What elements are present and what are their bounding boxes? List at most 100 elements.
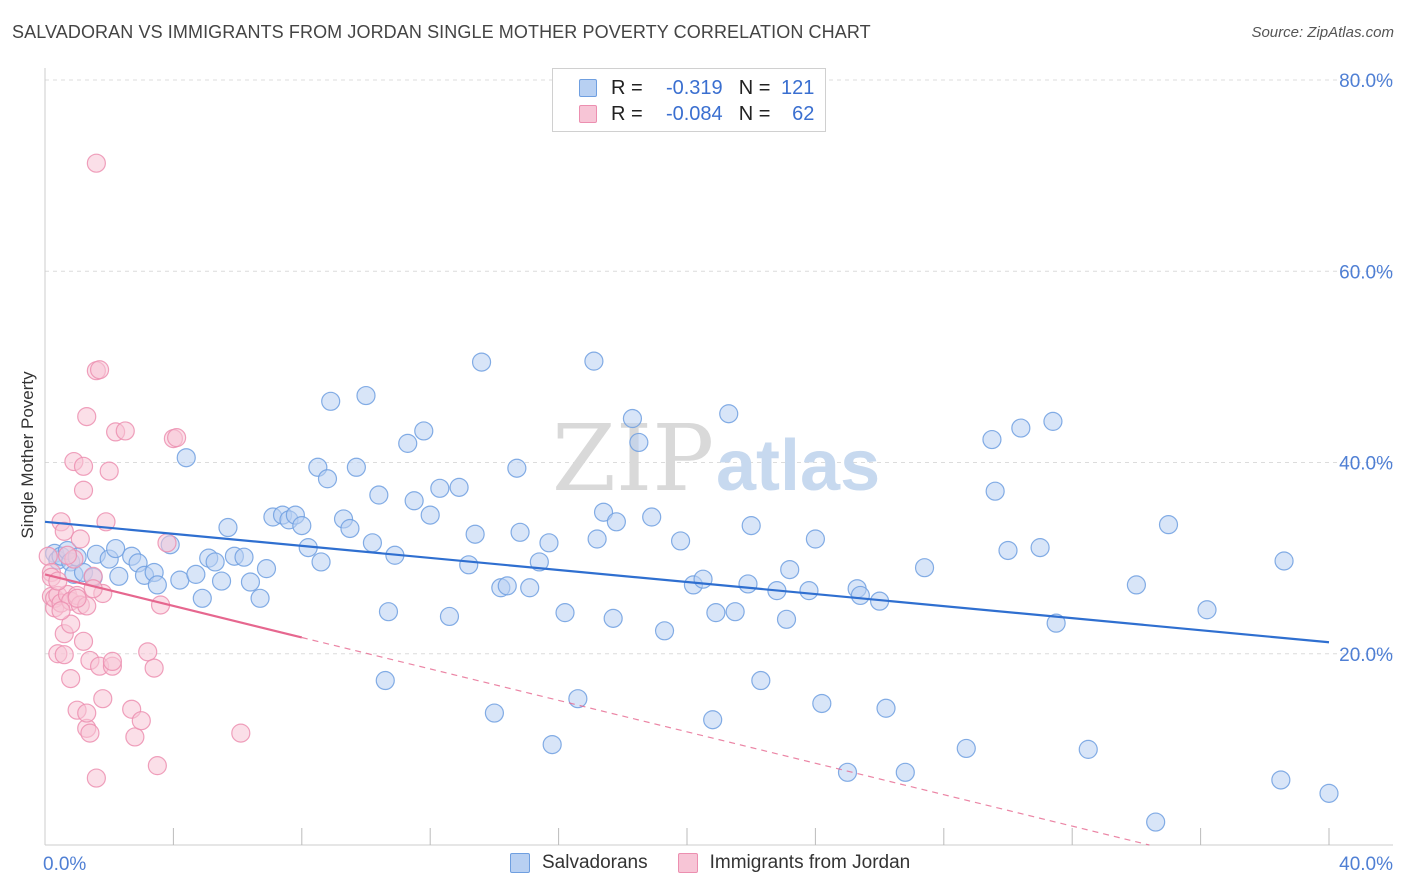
jordan-points xyxy=(38,153,251,788)
jordan-point xyxy=(77,407,97,427)
trend-lines xyxy=(44,520,1330,846)
salvadorans-point xyxy=(346,457,366,477)
jordan-point xyxy=(147,756,167,776)
salvadorans-point xyxy=(622,408,643,429)
salvadorans-point xyxy=(603,608,623,628)
jordan-trend-extension xyxy=(301,636,1150,846)
salvadorans-point xyxy=(1011,418,1031,438)
x-tick-label: 40.0% xyxy=(1339,854,1393,875)
salvadorans-point xyxy=(1319,783,1339,803)
jordan-trend-line xyxy=(44,573,303,639)
salvadorans-point xyxy=(369,485,389,505)
jordan-point xyxy=(77,703,97,723)
salvadorans-point xyxy=(256,559,277,579)
jordan-point xyxy=(125,727,145,747)
correlation-legend: R = -0.319 N = 121 R = -0.084 N = 62 xyxy=(552,68,826,132)
jordan-point xyxy=(54,521,74,541)
chart-title: SALVADORAN VS IMMIGRANTS FROM JORDAN SIN… xyxy=(12,22,871,42)
salvadorans-point xyxy=(420,505,440,525)
jordan-point xyxy=(70,529,90,549)
salvadorans-point xyxy=(982,429,1002,450)
salvadorans-point xyxy=(520,578,540,598)
jordan-point xyxy=(99,461,119,481)
salvadorans-point xyxy=(497,576,517,596)
salvadorans-point xyxy=(805,529,826,549)
series-legend: Salvadorans Immigrants from Jordan xyxy=(510,852,940,874)
salvadorans-point xyxy=(507,458,527,478)
jordan-point xyxy=(73,456,94,476)
jordan-point xyxy=(157,533,177,553)
salvadorans-point xyxy=(311,552,331,572)
legend-item-salvadorans: Salvadorans xyxy=(510,852,648,874)
salvadorans-point xyxy=(1046,613,1066,633)
salvadorans-point xyxy=(985,481,1005,501)
salvadorans-point xyxy=(404,491,424,511)
salvadorans-trend-line xyxy=(44,520,1330,644)
salvadorans-point xyxy=(1146,812,1166,832)
salvadorans-point xyxy=(1078,739,1098,759)
salvadorans-point xyxy=(510,522,530,542)
salvadorans-point xyxy=(106,538,126,559)
y-tick-label: 80.0% xyxy=(1339,71,1393,92)
salvadorans-point xyxy=(751,670,771,691)
jordan-point xyxy=(51,601,71,621)
salvadorans-point xyxy=(218,517,238,538)
salvadorans-point xyxy=(606,512,626,532)
jordan-point xyxy=(144,658,164,678)
salvadorans-point xyxy=(459,555,479,575)
salvadorans-point xyxy=(1030,538,1050,558)
jordan-point xyxy=(61,614,81,634)
salvadorans-point xyxy=(192,588,212,608)
legend-r-label: R = xyxy=(611,102,643,125)
legend-item-jordan: Immigrants from Jordan xyxy=(677,852,910,874)
salvadorans-point xyxy=(568,689,588,709)
salvadorans-point xyxy=(414,421,434,441)
salvadorans-point xyxy=(378,602,399,622)
legend-n-value: 62 xyxy=(792,102,815,125)
salvadorans-point xyxy=(914,558,935,578)
watermark: ZIP atlas xyxy=(552,405,880,512)
jordan-point xyxy=(57,545,78,565)
salvadorans-point xyxy=(776,609,797,629)
jordan-point xyxy=(48,571,68,591)
legend-swatch-salvadorans xyxy=(510,853,530,873)
legend-r-value: -0.084 xyxy=(665,102,723,125)
legend-row-salvadorans: R = -0.319 N = 121 xyxy=(579,76,814,100)
salvadorans-point xyxy=(240,572,261,592)
jordan-point xyxy=(89,360,110,380)
salvadorans-point xyxy=(170,570,190,590)
legend-swatch-jordan xyxy=(579,105,597,123)
salvadorans-point xyxy=(741,516,761,536)
salvadorans-point xyxy=(317,469,338,489)
jordan-point xyxy=(231,723,251,743)
legend-label-salvadorans: Salvadorans xyxy=(542,852,648,873)
salvadorans-point xyxy=(1043,411,1063,431)
x-tick-label: 0.0% xyxy=(43,854,86,875)
salvadorans-point xyxy=(706,603,726,623)
legend-r-value: -0.319 xyxy=(665,76,723,99)
y-tick-label: 60.0% xyxy=(1339,262,1393,283)
jordan-point xyxy=(61,669,81,689)
salvadorans-point xyxy=(234,547,254,567)
legend-n-label: N = xyxy=(738,102,771,125)
salvadorans-point xyxy=(430,478,450,498)
salvadorans-point xyxy=(587,529,607,549)
salvadorans-point xyxy=(725,602,745,622)
y-axis-label: Single Mother Poverty xyxy=(18,371,37,539)
salvadorans-point xyxy=(1271,770,1291,790)
salvadorans-point xyxy=(292,516,312,536)
salvadorans-point xyxy=(629,432,649,453)
legend-n-label: N = xyxy=(738,76,771,99)
salvadorans-point xyxy=(321,391,341,411)
salvadorans-point xyxy=(812,693,832,714)
jordan-point xyxy=(138,642,158,662)
jordan-point xyxy=(38,546,58,566)
salvadorans-point xyxy=(356,385,376,406)
tick-labels: 20.0% 40.0% 60.0% 80.0% 0.0% 40.0% xyxy=(43,71,1393,875)
salvadorans-point xyxy=(465,524,485,544)
salvadorans-point xyxy=(449,477,469,497)
salvadorans-point xyxy=(642,507,662,527)
salvadorans-point xyxy=(362,533,383,553)
salvadorans-point xyxy=(539,533,559,553)
